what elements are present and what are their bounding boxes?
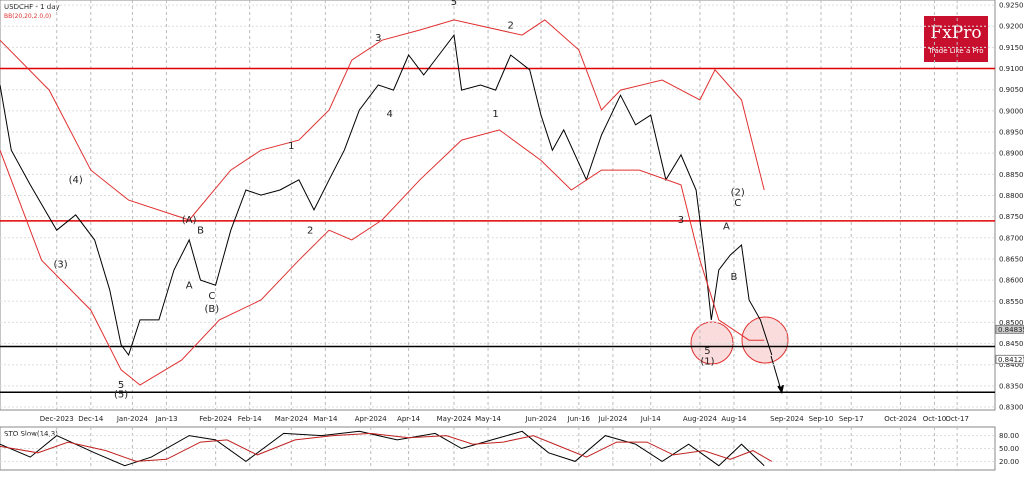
x-tick-label: Mar-14 <box>313 415 338 423</box>
y-tick-label: 80.00 <box>999 432 1019 440</box>
x-tick-label: Jun-2024 <box>524 415 557 423</box>
wave-label: (5) <box>114 390 128 401</box>
wave-label: C <box>208 291 215 302</box>
x-tick-label: Sep-2024 <box>770 415 804 423</box>
y-tick-label: 20.00 <box>999 458 1019 466</box>
price-tag <box>995 354 1024 364</box>
x-tick-label: Aug-2024 <box>683 415 718 423</box>
series-line <box>0 19 765 221</box>
x-tick-label: Apr-2024 <box>355 415 388 423</box>
wave-label: (1) <box>700 357 714 368</box>
x-tick-label: Sep-17 <box>839 415 864 423</box>
wave-label: (4) <box>69 175 83 186</box>
wave-label: 5 <box>118 380 124 391</box>
forecast-arrow <box>770 355 782 391</box>
series-line <box>0 430 765 467</box>
wave-label: (B) <box>205 304 220 315</box>
x-tick-label: Dec-2023 <box>40 415 74 423</box>
wave-label: 3 <box>375 33 381 44</box>
wave-label: 2 <box>508 20 514 31</box>
x-tick-label: Feb-14 <box>238 415 262 423</box>
price-frame <box>0 0 996 411</box>
wave-label: (A) <box>182 215 197 226</box>
wave-label: 5 <box>451 0 457 8</box>
wave-label: A <box>723 221 730 232</box>
x-tick-label: Jul-14 <box>640 415 661 423</box>
wave-label: C <box>734 198 741 209</box>
wave-label: 5 <box>704 346 710 357</box>
wave-label: B <box>731 272 738 283</box>
x-tick-label: Apr-14 <box>397 415 421 423</box>
x-tick-label: Aug-14 <box>721 415 747 423</box>
price-tag-label: 0.84127 <box>998 356 1024 364</box>
x-tick-label: Jan-2024 <box>116 415 149 423</box>
x-tick-label: May-14 <box>475 415 501 423</box>
series-line <box>0 33 773 357</box>
x-tick-label: May-2024 <box>437 415 472 423</box>
subtitle: BB(20,20,2.0,0) <box>4 13 51 20</box>
wave-label: 2 <box>307 226 313 237</box>
chart-title: USDCHF - 1 day <box>4 3 60 11</box>
brand: FxPro <box>930 23 981 43</box>
y-tick-label: 0.92500 <box>999 2 1024 10</box>
x-tick-label: Oct-10 <box>923 415 947 423</box>
x-tick-label: Feb-2024 <box>199 415 232 423</box>
x-tick-label: Jun-16 <box>567 415 591 423</box>
x-tick-label: Oct-2024 <box>884 415 917 423</box>
wave-label: 4 <box>386 109 392 120</box>
wave-label: 1 <box>288 141 294 152</box>
x-tick-label: Oct-17 <box>945 415 969 423</box>
price-tag <box>995 324 1024 334</box>
wave-label: (2) <box>731 187 745 198</box>
price-tag-label: 0.84835 <box>998 326 1024 334</box>
x-tick-label: Mar-2024 <box>275 415 309 423</box>
x-tick-label: Dec-14 <box>78 415 104 423</box>
wave-label: (3) <box>53 259 67 270</box>
x-tick-label: Jul-2024 <box>597 415 627 423</box>
y-tick-label: 50.00 <box>999 445 1019 453</box>
wave-label: B <box>197 226 204 237</box>
stoch-title: STO Slow(14,3) <box>4 430 58 438</box>
wave-label: A <box>186 281 193 292</box>
series-line <box>0 129 765 386</box>
wave-label: 1 <box>492 109 498 120</box>
wave-label: 3 <box>678 215 684 226</box>
x-tick-label: Sep-10 <box>809 415 834 423</box>
highlight-circle <box>741 316 789 364</box>
series-line <box>0 432 773 462</box>
x-tick-label: Jan-13 <box>154 415 177 423</box>
tagline: Trade Like a Pro <box>927 47 983 55</box>
